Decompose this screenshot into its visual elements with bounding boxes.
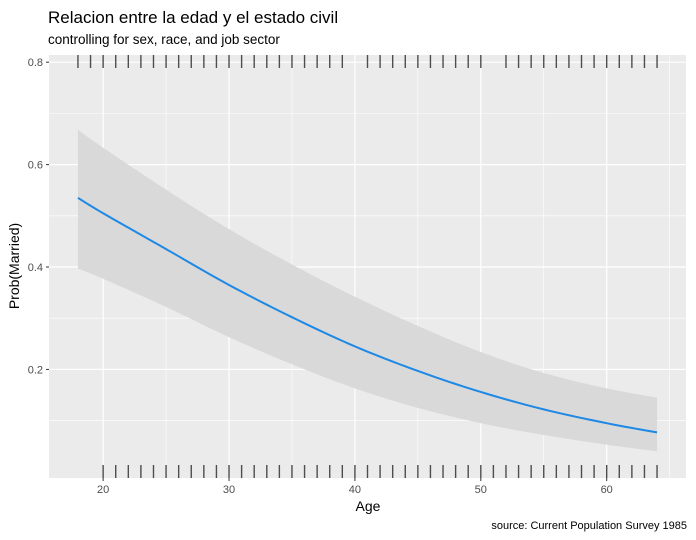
y-tick-label: 0.2 [28,364,43,376]
y-tick-label: 0.4 [28,262,43,274]
y-tick-label: 0.6 [28,160,43,172]
chart-caption: source: Current Population Survey 1985 [491,520,687,532]
y-tick-label: 0.8 [28,57,43,69]
x-tick-label: 40 [349,484,361,496]
rug-bottom [102,465,658,478]
x-tick-label: 30 [223,484,235,496]
chart-title: Relacion entre la edad y el estado civil [48,8,338,27]
x-axis: 20 30 40 50 60 [97,478,613,496]
x-tick-label: 60 [601,484,613,496]
chart-subtitle: controlling for sex, race, and job secto… [48,32,280,47]
x-tick-label: 20 [97,484,109,496]
confidence-band [77,129,658,452]
y-axis-label: Prob(Married) [6,223,22,309]
rug-top [77,55,658,68]
x-axis-label: Age [356,498,381,514]
y-axis: 0.2 0.4 0.6 0.8 [28,57,49,376]
x-tick-label: 50 [475,484,487,496]
fit-line [77,197,658,434]
